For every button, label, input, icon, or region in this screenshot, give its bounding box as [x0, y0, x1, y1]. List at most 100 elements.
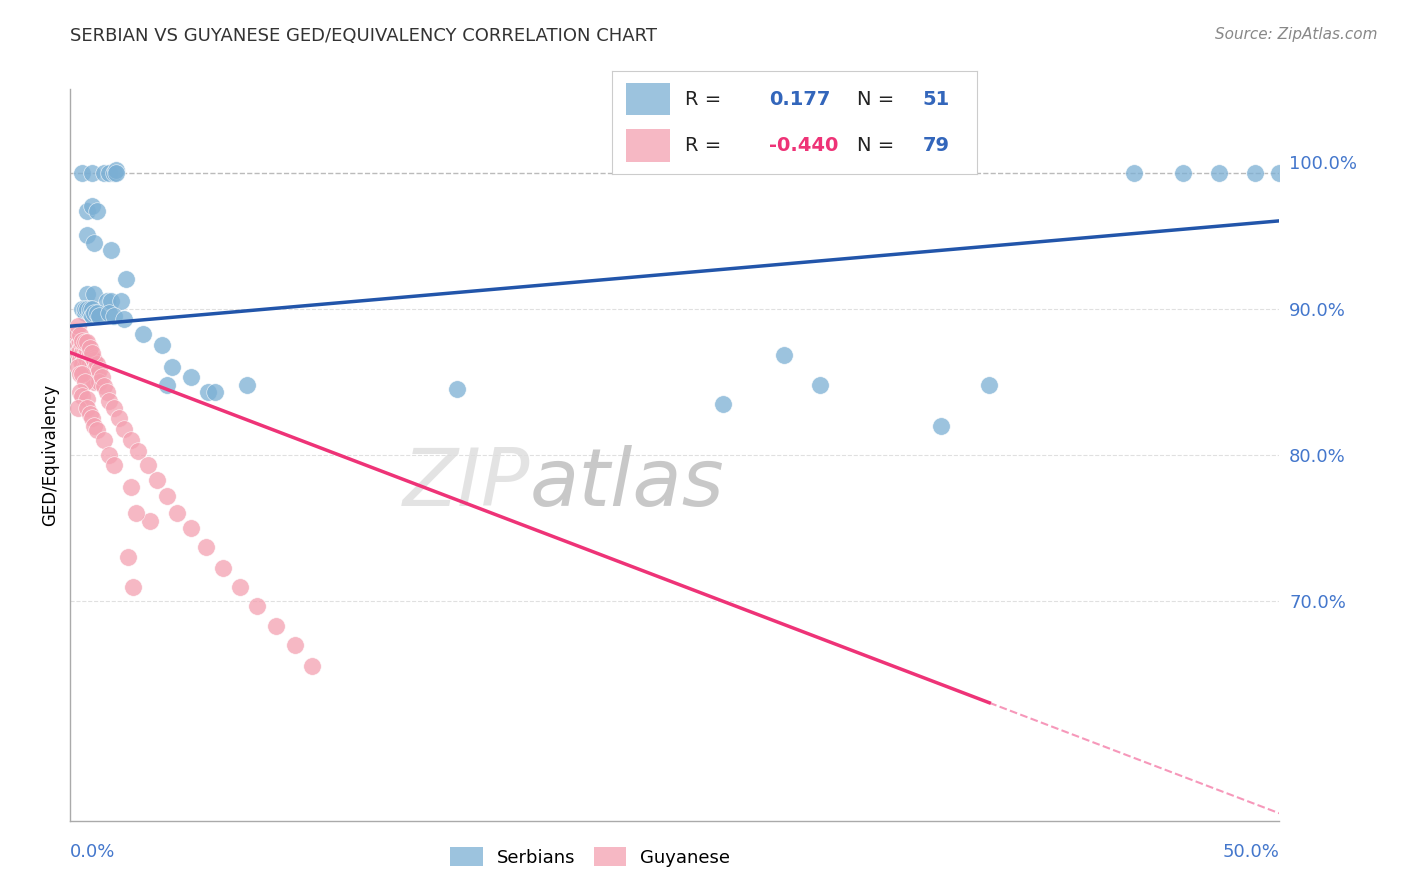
- Point: [73, 360, 96, 375]
- Point: [124, 507, 146, 521]
- Point: [80, 372, 103, 386]
- Point: [120, 434, 142, 448]
- Point: [79, 301, 101, 316]
- Point: [80, 360, 103, 375]
- Point: [1244, 165, 1267, 179]
- Point: [76, 352, 98, 367]
- Point: [120, 480, 142, 494]
- Point: [1268, 165, 1291, 179]
- Text: atlas: atlas: [530, 445, 724, 524]
- Point: [105, 165, 128, 179]
- Point: [80, 309, 103, 323]
- Point: [197, 384, 219, 399]
- Point: [66, 338, 89, 352]
- Point: [80, 199, 103, 213]
- Point: [93, 434, 115, 448]
- Point: [284, 638, 307, 652]
- Point: [76, 392, 98, 407]
- Point: [772, 348, 794, 362]
- Point: [76, 228, 98, 243]
- Point: [72, 357, 94, 371]
- Point: [66, 345, 89, 359]
- Point: [117, 550, 139, 565]
- Point: [1123, 165, 1146, 179]
- Point: [136, 458, 159, 472]
- Point: [72, 334, 94, 348]
- Point: [204, 384, 226, 399]
- Point: [86, 368, 108, 382]
- Point: [103, 401, 125, 416]
- Point: [66, 401, 89, 416]
- Point: [180, 370, 202, 384]
- Point: [264, 619, 287, 633]
- Point: [301, 658, 323, 673]
- Point: [89, 309, 111, 323]
- Point: [112, 311, 135, 326]
- Text: N =: N =: [856, 89, 900, 109]
- Point: [211, 560, 233, 574]
- Point: [446, 382, 468, 396]
- Point: [80, 411, 103, 425]
- Point: [122, 580, 145, 594]
- Point: [103, 165, 125, 179]
- Point: [69, 328, 91, 343]
- Point: [72, 338, 94, 352]
- Point: [80, 345, 103, 359]
- Point: [80, 165, 103, 179]
- Point: [69, 343, 91, 357]
- Point: [146, 473, 169, 487]
- Point: [160, 360, 183, 375]
- Point: [83, 306, 105, 320]
- Point: [139, 514, 162, 528]
- Point: [76, 203, 98, 218]
- Text: R =: R =: [685, 136, 727, 154]
- Point: [63, 324, 86, 338]
- Point: [86, 203, 108, 218]
- Text: SERBIAN VS GUYANESE GED/EQUIVALENCY CORRELATION CHART: SERBIAN VS GUYANESE GED/EQUIVALENCY CORR…: [70, 27, 657, 45]
- Point: [711, 397, 734, 411]
- Point: [83, 287, 105, 301]
- Point: [79, 407, 101, 421]
- Point: [79, 341, 101, 355]
- Text: N =: N =: [856, 136, 900, 154]
- Point: [127, 443, 149, 458]
- Point: [98, 306, 121, 320]
- Point: [69, 352, 91, 367]
- Point: [69, 384, 91, 399]
- Legend: Serbians, Guyanese: Serbians, Guyanese: [443, 840, 738, 874]
- Bar: [626, 128, 671, 161]
- Point: [73, 341, 96, 355]
- Point: [110, 294, 132, 309]
- Text: 0.177: 0.177: [769, 89, 830, 109]
- Point: [80, 301, 103, 316]
- Point: [929, 418, 952, 433]
- Point: [236, 377, 259, 392]
- Point: [107, 411, 129, 425]
- Point: [73, 375, 96, 389]
- Point: [150, 338, 173, 352]
- Point: [1208, 165, 1230, 179]
- Point: [72, 389, 94, 403]
- Text: 79: 79: [922, 136, 949, 154]
- Point: [86, 306, 108, 320]
- Point: [132, 326, 155, 341]
- Point: [79, 345, 101, 359]
- Point: [76, 365, 98, 379]
- Point: [76, 301, 98, 316]
- Text: -0.440: -0.440: [769, 136, 838, 154]
- Point: [66, 360, 89, 375]
- Point: [83, 418, 105, 433]
- Point: [76, 401, 98, 416]
- Point: [66, 319, 89, 334]
- Point: [83, 235, 105, 250]
- Point: [89, 363, 111, 377]
- Text: 50.0%: 50.0%: [1223, 843, 1279, 861]
- Point: [98, 448, 121, 462]
- Text: 0.0%: 0.0%: [70, 843, 115, 861]
- Point: [83, 375, 105, 389]
- Point: [72, 301, 94, 316]
- Point: [73, 335, 96, 350]
- Point: [93, 165, 115, 179]
- Point: [93, 379, 115, 393]
- Point: [98, 165, 121, 179]
